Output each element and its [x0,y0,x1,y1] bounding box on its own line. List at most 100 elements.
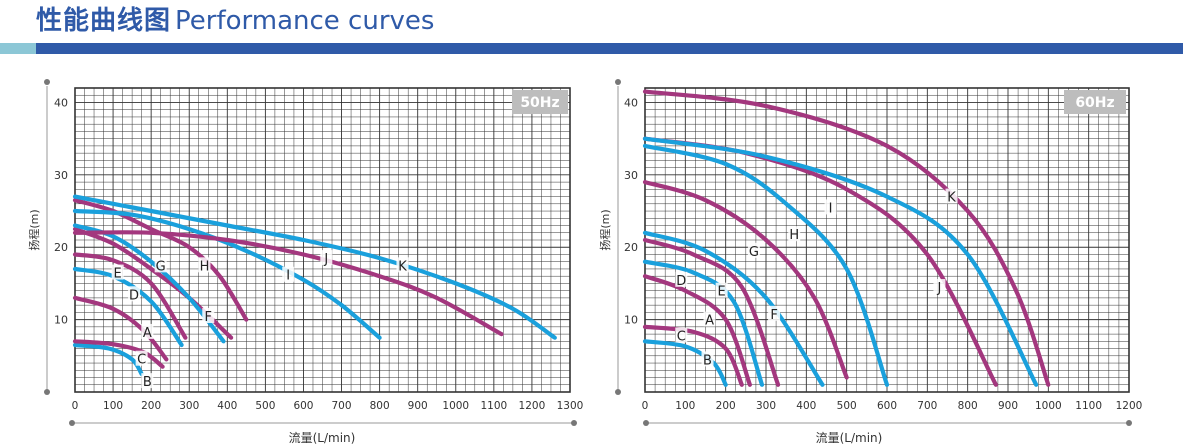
curve-label-h: H [200,259,210,274]
curve-label-k: K [947,191,956,206]
plot-frame [74,87,571,393]
x-tick-label: 800 [958,400,978,412]
curve-a [642,274,752,387]
divider-bar [36,43,1183,54]
y-tick-label: 20 [54,241,68,254]
curve-label-bg [202,308,215,323]
curve-label-e: E [114,267,122,282]
y-tick-label: 30 [54,169,68,182]
x-tick-label: 400 [796,400,816,412]
curve-label-bg [675,327,688,343]
curve-label-bg [945,188,958,204]
curve-c [72,339,165,369]
page-header: 性能曲线图 Performance curves [36,0,434,36]
curve-h [642,143,890,387]
frequency-badge [1064,90,1126,114]
y-tick-label: 10 [54,314,68,327]
x-tick-label: 600 [293,400,313,412]
x-tick-label: 100 [675,400,695,412]
x-tick-label: 800 [370,400,390,412]
curve-i [72,208,382,340]
x-tick-label: 1300 [557,400,584,412]
y-axis-dot-top [44,79,50,85]
x-tick-label: 500 [837,400,857,412]
curve-label-bg [824,199,837,215]
curve-g [642,180,849,380]
curve-b [72,342,144,376]
x-axis-dot-left [69,420,75,426]
y-tick-label: 20 [624,241,638,254]
x-tick-label: 500 [255,400,275,412]
curve-label-g: G [749,245,759,260]
curve-label-j: J [937,281,942,296]
curve-h [72,198,249,322]
x-axis-label: 流量(L/min) [816,431,883,445]
divider-accent [0,43,36,54]
y-axis-label: 扬程(m) [598,209,612,250]
curve-label-b: B [703,353,712,368]
x-tick-label: 0 [72,400,79,412]
curve-b [642,339,728,387]
curve-j [72,230,504,337]
x-tick-label: 300 [756,400,776,412]
x-tick-label: 700 [917,400,937,412]
curve-label-f: F [770,308,777,323]
curve-label-bg [198,257,211,273]
curve-label-f: F [205,310,212,325]
curve-label-bg [675,271,688,287]
x-tick-label: 700 [332,400,352,412]
curve-label-h: H [789,228,799,243]
title-chinese: 性能曲线图 [36,6,172,36]
curve-label-i: I [286,269,290,284]
curve-label-c: C [137,353,146,368]
x-tick-label: 900 [998,400,1018,412]
x-tick-label: 900 [408,400,428,412]
x-tick-label: 100 [103,400,123,412]
frequency-badge-label: 50Hz [520,95,559,111]
y-tick-label: 10 [624,314,638,327]
curve-label-d: D [676,274,686,289]
curve-label-b: B [143,375,152,390]
curve-label-bg [141,323,154,339]
y-tick-label: 30 [624,169,638,182]
curve-label-d: D [129,288,139,303]
curve-label-bg [747,242,760,258]
x-tick-label: 1100 [1075,400,1102,412]
y-axis-dot-bottom [615,389,621,395]
x-tick-label: 200 [716,400,736,412]
curve-k [72,194,557,340]
curve-label-c: C [677,330,686,345]
x-axis-dot-right [1126,420,1132,426]
curve-label-bg [282,266,295,282]
y-tick-label: 40 [54,96,68,109]
curve-label-k: K [398,259,407,274]
curve-label-bg [396,257,409,273]
curve-label-bg [111,264,124,280]
x-axis-label: 流量(L/min) [289,431,356,445]
curve-label-bg [701,351,714,367]
curve-k [642,89,1051,387]
x-tick-label: 300 [179,400,199,412]
curve-e [642,237,781,387]
curve-label-bg [141,373,154,389]
x-tick-label: 1000 [1035,400,1062,412]
curve-label-bg [788,226,801,242]
curve-label-j: J [323,252,328,267]
curve-c [642,324,744,387]
y-axis-dot-bottom [44,389,50,395]
curves: BCA DE F G H I J K [72,194,557,390]
curve-a [72,295,169,362]
curve-label-a: A [143,326,152,341]
x-tick-label: 0 [642,400,649,412]
y-axis-dot-top [615,79,621,85]
x-tick-label: 1200 [1116,400,1143,412]
grid [644,87,1130,393]
x-tick-label: 600 [877,400,897,412]
curve-label-g: G [156,259,166,274]
y-tick-label: 40 [624,96,638,109]
curve-label-bg [933,279,946,295]
x-tick-label: 1200 [519,400,546,412]
curve-label-bg [128,286,141,302]
